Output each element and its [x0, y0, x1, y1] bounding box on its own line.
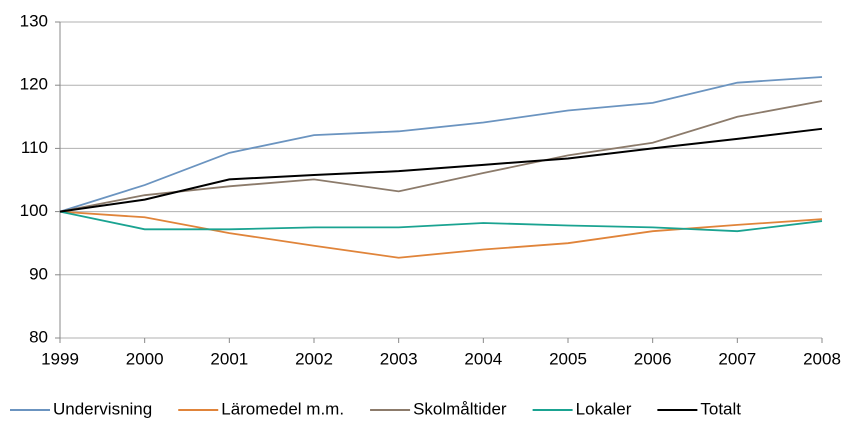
x-tick-label: 1999: [41, 349, 79, 368]
y-tick-label: 120: [20, 75, 48, 94]
y-tick-label: 110: [21, 138, 48, 157]
legend-label: Lokaler: [576, 399, 632, 418]
x-tick-label: 2002: [295, 349, 333, 368]
x-tick-label: 2008: [803, 349, 841, 368]
y-tick-label: 90: [29, 264, 48, 283]
x-tick-label: 2007: [718, 349, 756, 368]
legend-label: Läromedel m.m.: [221, 399, 344, 418]
x-tick-label: 2006: [634, 349, 672, 368]
series-line: [59, 210, 823, 233]
x-tick-label: 2003: [380, 349, 418, 368]
y-tick-label: 100: [20, 201, 48, 220]
x-tick-label: 2000: [126, 349, 164, 368]
x-tick-label: 2004: [464, 349, 502, 368]
series-line: [59, 127, 823, 213]
legend-label: Skolmåltider: [413, 399, 507, 418]
y-tick-label: 130: [20, 11, 48, 30]
x-tick-label: 2005: [549, 349, 587, 368]
series-line: [59, 100, 823, 213]
legend-label: Undervisning: [53, 399, 152, 418]
series-line: [59, 210, 823, 259]
legend-label: Totalt: [700, 399, 741, 418]
series-line: [59, 76, 823, 213]
y-tick-label: 80: [29, 327, 48, 346]
x-tick-label: 2001: [210, 349, 248, 368]
